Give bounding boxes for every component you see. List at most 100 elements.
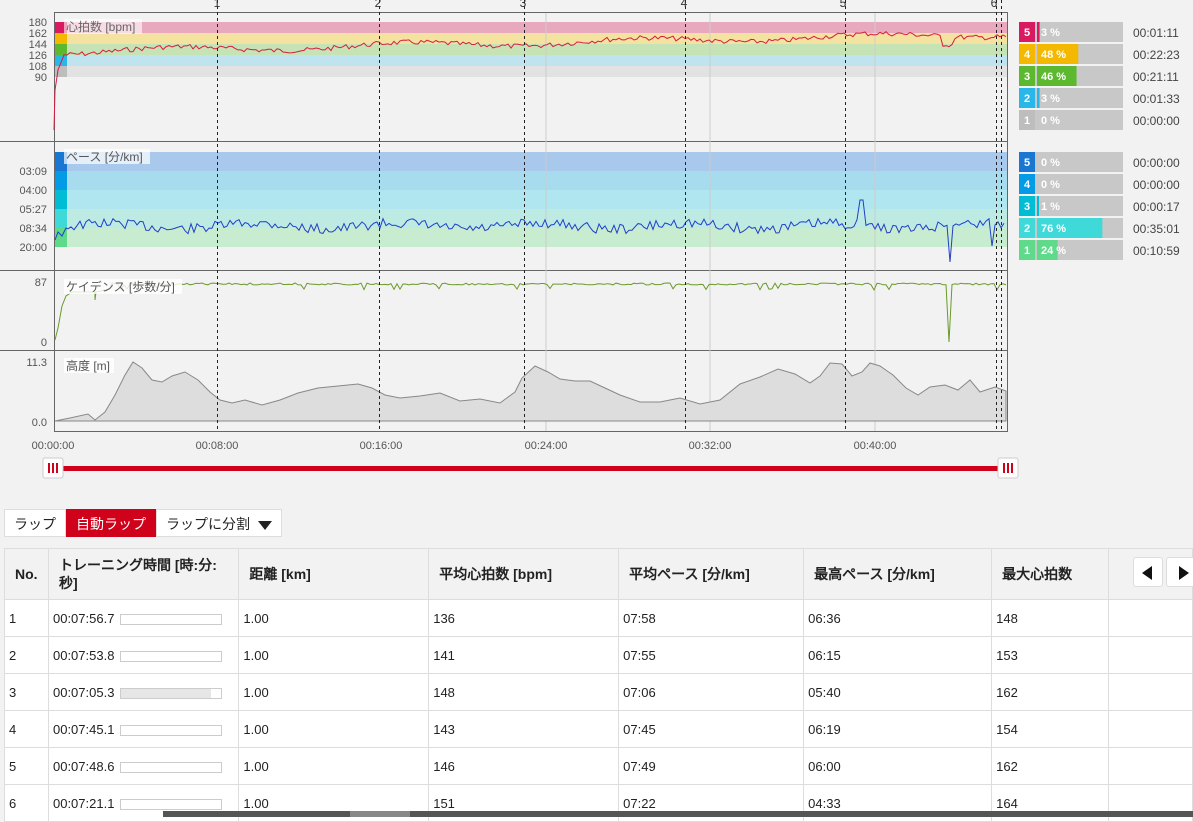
zone-time: 00:35:01 [1133,222,1180,236]
pace-zone-bands [55,152,1007,247]
lap-avg-hr-value: 141 [433,647,455,663]
zone-number: 2 [1024,223,1030,235]
zone-bar-fill [1037,196,1039,216]
lap-marker-label[interactable]: 6 [991,0,998,10]
lap-time: 00:07:53.8 [47,636,240,674]
lap-distance-value: 1.00 [243,795,269,811]
lap-avg-hr: 136 [428,599,620,637]
time-axis: 00:00:00 00:08:00 00:16:00 00:24:00 00:3… [32,440,897,452]
zone-percent: 24 % [1041,245,1066,257]
zone-row: 3 1 % [1019,196,1123,216]
lap-max-pace-value: 06:15 [808,647,841,663]
zone-row: 2 3 % [1019,88,1123,108]
zone-row: 5 3 % [1019,22,1123,42]
zone-bar-fill [1037,66,1077,86]
lap-avg-hr: 143 [428,710,620,748]
tab-split-laps[interactable]: ラップに分割 [156,509,282,537]
tab-auto-laps[interactable]: 自動ラップ [66,509,156,537]
lap-max-hr: 162 [991,747,1110,785]
lap-avg-pace-value: 07:22 [623,795,656,811]
zone-time: 00:22:23 [1133,48,1180,62]
table-row[interactable]: 2 00:07:53.8 1.00 141 07:55 06:15 153 [4,636,1193,674]
lap-max-pace: 06:00 [803,747,993,785]
caret-left-icon [1142,566,1152,580]
zone-row: 3 46 % [1019,66,1123,86]
lap-no-value: 2 [9,647,17,663]
zone-bar-bg [1019,174,1123,194]
lap-distance: 1.00 [238,673,430,711]
heart-rate-line [53,31,1007,131]
lap-no: 5 [4,747,49,785]
lap-distance-value: 1.00 [243,610,269,626]
cadence-tick: 87 [35,277,47,289]
hr-tick: 144 [29,39,47,51]
range-handle-right[interactable] [997,457,1019,479]
lap-no-value: 5 [9,758,17,774]
zone-badge [1019,152,1035,172]
altitude-panel-title: 高度 [m] [66,358,110,373]
scroll-left-button[interactable] [1133,557,1163,587]
lap-time: 00:07:56.7 [47,599,240,637]
lap-max-hr-value: 164 [996,795,1018,811]
altitude-area [54,361,1007,422]
lap-time-bar [120,761,223,773]
zone-badge [1019,22,1035,42]
range-handle-left[interactable] [42,457,64,479]
lap-avg-pace-value: 07:49 [623,758,656,774]
col-header-time: トレーニング時間 [時:分:秒] [47,548,240,600]
lap-time: 00:07:45.1 [47,710,240,748]
zone-time: 00:10:59 [1133,244,1180,258]
cadence-panel-title: ケイデンス [歩数/分] [66,279,175,294]
lap-avg-pace: 07:55 [618,636,805,674]
lap-distance-value: 1.00 [243,758,269,774]
lap-marker-label[interactable]: 2 [375,0,382,10]
lap-marker-label[interactable]: 5 [840,0,847,10]
table-row[interactable]: 4 00:07:45.1 1.00 143 07:45 06:19 154 [4,710,1193,748]
panel-frames [0,12,1008,432]
zone-number: 1 [1024,115,1030,127]
zone-bar-fill [1037,22,1040,42]
lap-time-bar [120,687,223,699]
scroll-right-button[interactable] [1166,557,1193,587]
lap-max-pace: 06:36 [803,599,993,637]
table-row[interactable]: 1 00:07:56.7 1.00 136 07:58 06:36 148 [4,599,1193,637]
scrollbar-thumb[interactable] [350,811,410,817]
lap-max-hr-value: 153 [996,647,1018,663]
zone-time: 00:00:00 [1133,156,1180,170]
hr-ticks: 180 162 144 126 108 90 [29,17,47,84]
lap-max-pace: 05:40 [803,673,993,711]
lap-marker-label[interactable]: 1 [214,0,221,10]
zone-time: 00:00:17 [1133,200,1180,214]
lap-no: 4 [4,710,49,748]
zone-number: 5 [1024,157,1030,169]
lap-avg-hr: 141 [428,636,620,674]
table-row[interactable]: 3 00:07:05.3 1.00 148 07:06 05:40 162 [4,673,1193,711]
lap-avg-hr: 148 [428,673,620,711]
hr-tick: 126 [29,50,47,62]
zone-percent: 76 % [1041,223,1066,235]
lap-marker-label[interactable]: 4 [681,0,688,10]
lap-max-hr: 162 [991,673,1110,711]
lap-time-value: 00:07:56.7 [52,610,115,626]
lap-no: 1 [4,599,49,637]
lap-max-pace-value: 06:19 [808,721,841,737]
zone-number: 5 [1024,27,1030,39]
zone-bar-fill [1037,88,1040,108]
cadence-tick: 0 [41,337,47,349]
col-header-avg-pace: 平均ペース [分/km] [618,548,805,600]
range-slider[interactable] [42,457,1019,479]
lap-no: 3 [4,673,49,711]
lap-max-hr: 154 [991,710,1110,748]
lap-distance: 1.00 [238,747,430,785]
zone-percent: 3 % [1041,27,1060,39]
lap-avg-pace-value: 07:45 [623,721,656,737]
altitude-tick: 11.3 [26,357,47,369]
table-row[interactable]: 5 00:07:48.6 1.00 146 07:49 06:00 162 [4,747,1193,785]
horizontal-scrollbar[interactable] [163,811,1193,817]
time-tick: 00:16:00 [360,440,403,452]
tab-laps[interactable]: ラップ [4,509,66,537]
lap-no-value: 3 [9,684,17,700]
lap-marker-label[interactable]: 3 [520,0,527,10]
row-spacer [1108,747,1193,785]
pace-ticks: 03:09 04:00 05:27 08:34 20:00 [19,166,47,254]
